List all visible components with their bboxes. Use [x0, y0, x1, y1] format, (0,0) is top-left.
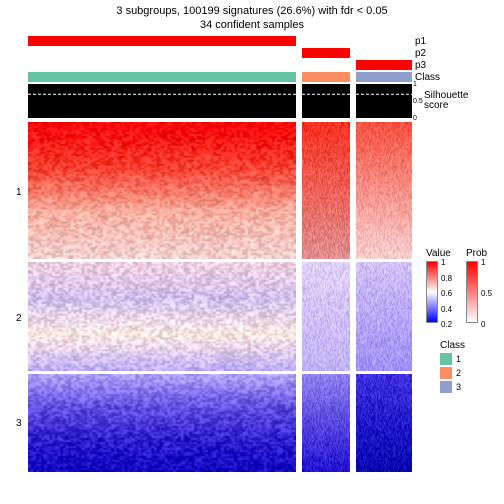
legend-tick: 1 [481, 258, 485, 267]
heatmap-block-b2-col2 [302, 262, 350, 371]
legend-value: Value 10.80.60.40.2 [426, 248, 464, 326]
heatmap-block-b3-col4 [356, 374, 412, 472]
heatmap-row-label: 1 [16, 187, 22, 198]
legend-class-swatch [440, 367, 452, 379]
annot-label-p3: p3 [415, 60, 426, 71]
silhouette-label2: score [424, 100, 448, 111]
heatmap-block-b1-col4 [356, 122, 412, 259]
annot-p1-col0 [28, 36, 296, 46]
legend-class-item: 1 [440, 353, 465, 365]
legend-tick: 0.4 [441, 305, 452, 314]
legend-tick: 1 [441, 258, 445, 267]
legend-tick: 0.5 [481, 289, 492, 298]
annot-class-col0 [28, 72, 296, 82]
legend-tick: 0.8 [441, 274, 452, 283]
legend-class-label: 3 [456, 382, 461, 392]
legend-prob: Prob 10.50 [466, 248, 504, 326]
heatmap-block-b3-col2 [302, 374, 350, 472]
legend-tick: 0 [481, 320, 485, 329]
legend-tick: 0.2 [441, 320, 452, 329]
annot-class-col2 [302, 72, 350, 82]
silhouette-col2 [302, 84, 350, 118]
heatmap-row-label: 3 [16, 418, 22, 429]
silhouette-col0 [28, 84, 296, 118]
annot-p2-col2 [302, 48, 350, 58]
annot-label-class: Class [415, 72, 440, 83]
annot-label-p1: p1 [415, 36, 426, 47]
legend-class-item: 2 [440, 367, 465, 379]
legend-class: Class 1 2 3 [440, 340, 465, 393]
annot-label-p2: p2 [415, 48, 426, 59]
legend-class-label: 2 [456, 368, 461, 378]
legend-gradient [426, 261, 438, 323]
annot-class-col4 [356, 72, 412, 82]
heatmap-block-b3-col0 [28, 374, 296, 472]
heatmap-block-b2-col0 [28, 262, 296, 371]
annot-p1-col2 [302, 36, 350, 46]
silhouette-tick: 0.5 [413, 98, 423, 105]
annot-p2-col0 [28, 48, 296, 58]
silhouette-tick: 1 [413, 81, 417, 88]
legend-class-item: 3 [440, 381, 465, 393]
heatmap-row-label: 2 [16, 313, 22, 324]
heatmap-block-b2-col4 [356, 262, 412, 371]
legend-class-swatch [440, 353, 452, 365]
title-block: 3 subgroups, 100199 signatures (26.6%) w… [0, 4, 504, 33]
annot-p3-col4 [356, 60, 412, 70]
title-line-1: 3 subgroups, 100199 signatures (26.6%) w… [0, 4, 504, 18]
legend-class-title: Class [440, 340, 465, 351]
silhouette-tick: 0 [413, 115, 417, 122]
heatmap-block-b1-col0 [28, 122, 296, 259]
legend-gradient [466, 261, 478, 323]
silhouette-col4 [356, 84, 412, 118]
title-line-2: 34 confident samples [0, 18, 504, 32]
legend-class-label: 1 [456, 354, 461, 364]
legend-tick: 0.6 [441, 289, 452, 298]
legend-class-swatch [440, 381, 452, 393]
annot-p3-col2 [302, 60, 350, 70]
annot-p1-col4 [356, 36, 412, 46]
heatmap [28, 122, 412, 472]
main-plot-area [28, 36, 412, 472]
heatmap-block-b1-col2 [302, 122, 350, 259]
annot-p3-col0 [28, 60, 296, 70]
annot-p2-col4 [356, 48, 412, 58]
